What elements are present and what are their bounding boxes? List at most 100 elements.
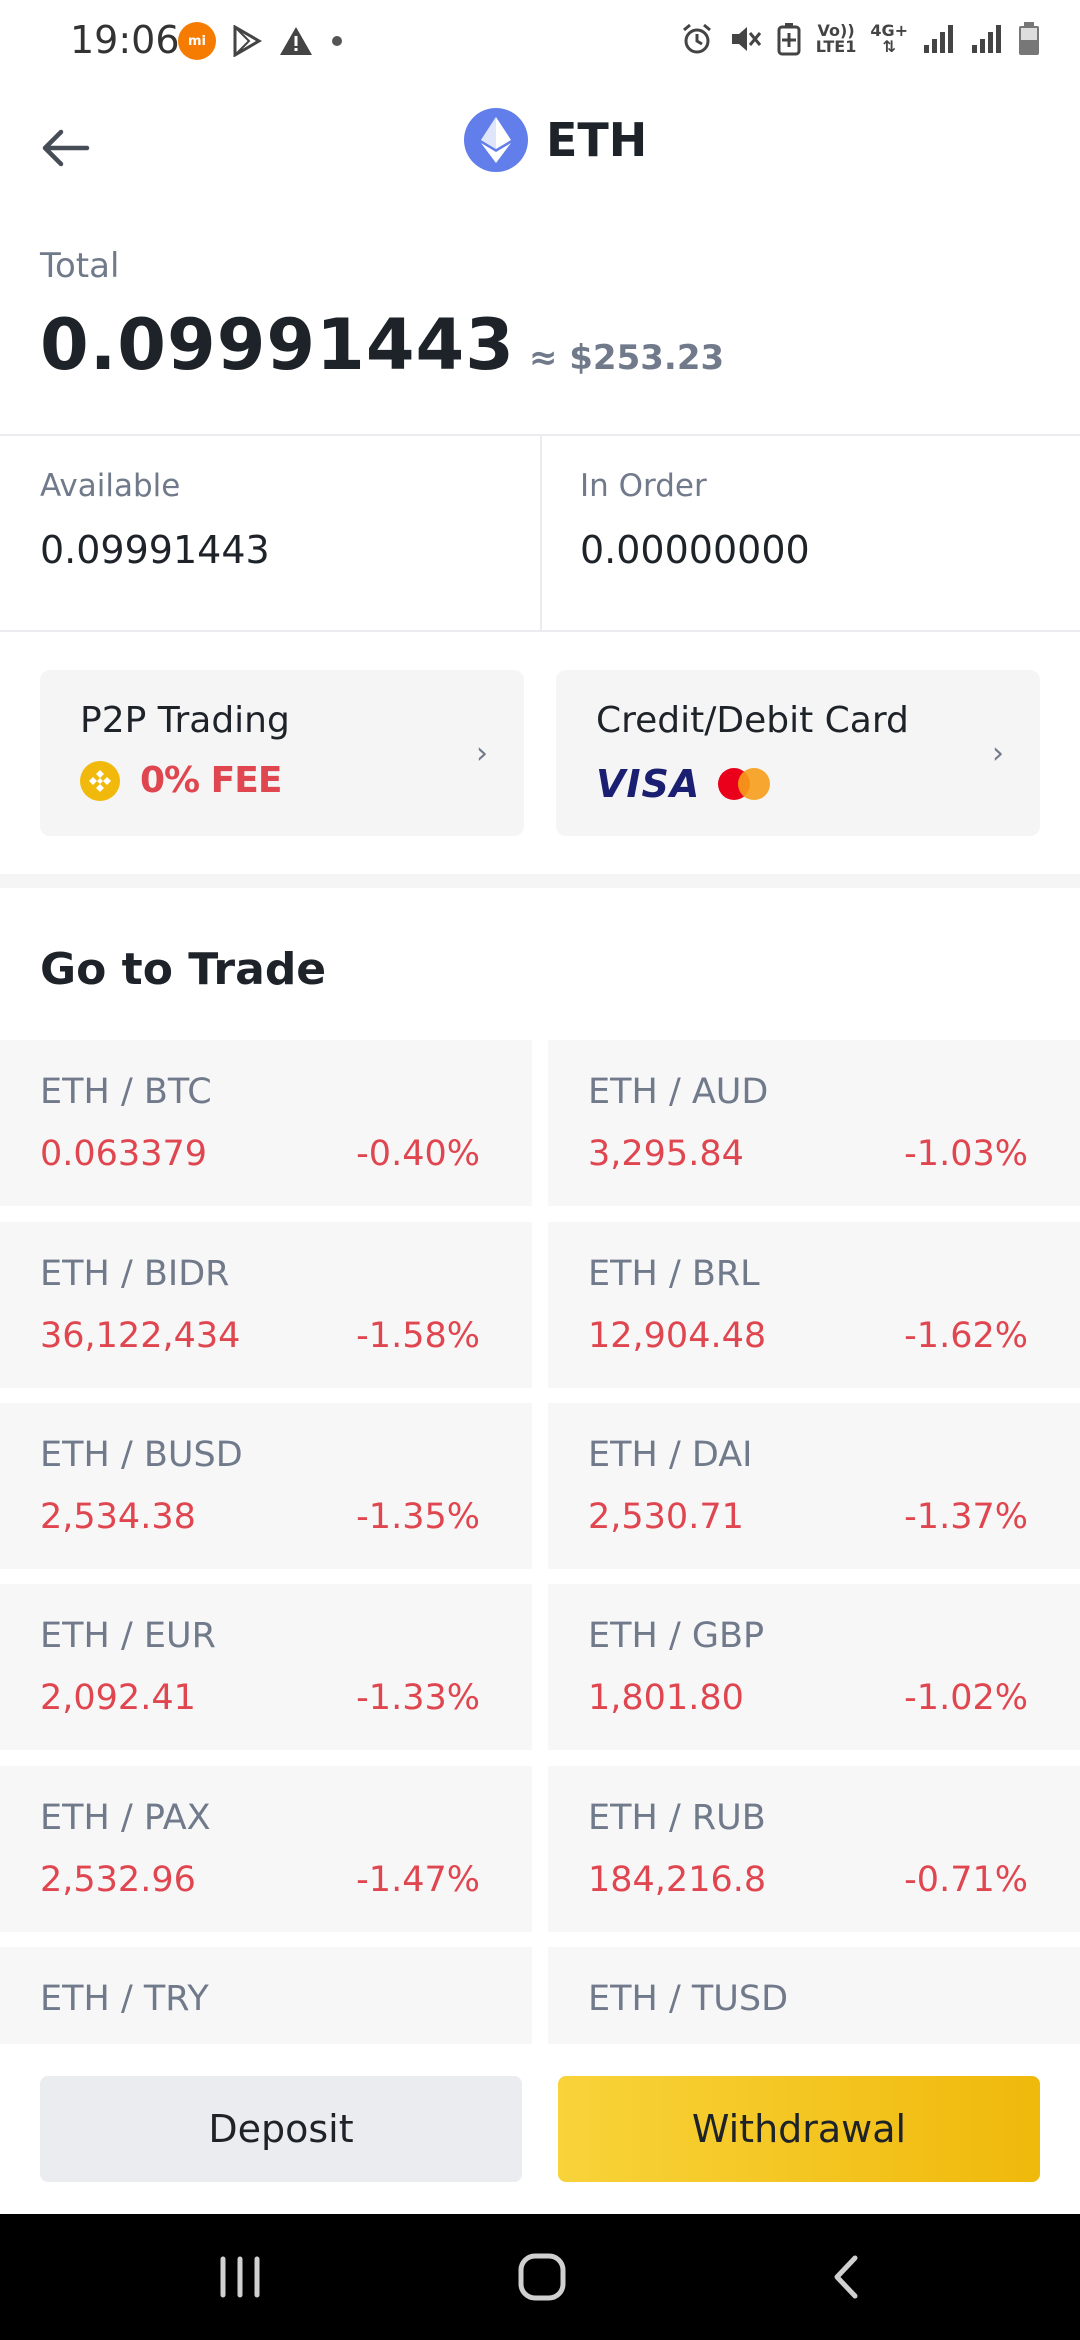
trade-pair-card[interactable]: ETH / BUSD 2,534.38 -1.35% (0, 1403, 532, 1569)
volte-indicator: Vo)) LTE1 (815, 21, 857, 56)
pair-name: ETH / TRY (40, 1979, 209, 2019)
pair-change: -1.37% (904, 1497, 1028, 1537)
pair-change: -1.02% (904, 1678, 1028, 1718)
pair-change: -1.33% (356, 1678, 480, 1718)
in-order-value: 0.00000000 (580, 528, 810, 572)
pair-change: -0.40% (356, 1134, 480, 1174)
back-nav-button[interactable] (796, 2244, 896, 2310)
card-logos: VISA (596, 762, 771, 806)
pair-change: -1.62% (904, 1316, 1028, 1356)
credit-debit-card-title: Credit/Debit Card (596, 700, 909, 741)
status-time: 19:06 (70, 18, 180, 62)
pair-price: 1,801.80 (588, 1678, 744, 1718)
trade-pair-card[interactable]: ETH / EUR 2,092.41 -1.33% (0, 1584, 532, 1750)
page-title: ETH (546, 113, 648, 167)
home-icon (518, 2253, 566, 2301)
trade-pair-card[interactable]: ETH / BTC 0.063379 -0.40% (0, 1040, 532, 1206)
total-label: Total (40, 246, 120, 286)
battery-saver-icon (777, 23, 801, 56)
trade-pair-card[interactable]: ETH / BIDR 36,122,434 -1.58% (0, 1222, 532, 1388)
pair-name: ETH / EUR (40, 1616, 216, 1656)
pair-price: 36,122,434 (40, 1316, 241, 1356)
pair-price: 184,216.8 (588, 1860, 767, 1900)
pair-price: 2,532.96 (40, 1860, 196, 1900)
trade-pair-card[interactable]: ETH / TUSD (548, 1947, 1080, 2044)
home-button[interactable] (492, 2244, 592, 2310)
visa-logo: VISA (596, 762, 701, 806)
divider (0, 630, 1080, 632)
pair-change: -0.71% (904, 1860, 1028, 1900)
battery-icon (1019, 22, 1039, 55)
back-button[interactable] (30, 118, 100, 178)
credit-debit-card-card[interactable]: Credit/Debit Card VISA › (556, 670, 1040, 836)
pair-price: 2,092.41 (40, 1678, 196, 1718)
trade-pair-card[interactable]: ETH / PAX 2,532.96 -1.47% (0, 1766, 532, 1932)
withdrawal-button[interactable]: Withdrawal (558, 2076, 1040, 2182)
pair-name: ETH / AUD (588, 1072, 769, 1112)
status-system-icons: Vo)) LTE1 4G+ ⇅ (680, 22, 1040, 56)
pair-name: ETH / BUSD (40, 1435, 243, 1475)
pair-price: 2,530.71 (588, 1497, 744, 1537)
trade-pair-card[interactable]: ETH / BRL 12,904.48 -1.62% (548, 1222, 1080, 1388)
network-type-indicator: 4G+ ⇅ (870, 21, 908, 56)
trade-pairs-grid[interactable]: ETH / BTC 0.063379 -0.40% ETH / AUD 3,29… (0, 1040, 1080, 2044)
mute-icon (731, 27, 761, 51)
pair-name: ETH / BTC (40, 1072, 212, 1112)
play-store-icon (233, 25, 262, 57)
header-asset: ETH (464, 108, 647, 172)
pair-change: -1.47% (356, 1860, 480, 1900)
recent-apps-button[interactable] (190, 2244, 290, 2310)
alarm-icon (682, 23, 711, 54)
dot-icon (332, 36, 342, 46)
trade-pair-card[interactable]: ETH / GBP 1,801.80 -1.02% (548, 1584, 1080, 1750)
p2p-trading-card[interactable]: P2P Trading 0% FEE › (40, 670, 524, 836)
deposit-button[interactable]: Deposit (40, 2076, 522, 2182)
pair-name: ETH / BIDR (40, 1254, 230, 1294)
available-label: Available (40, 468, 181, 504)
system-nav-bar (0, 2214, 1080, 2340)
signal-icon-2 (972, 25, 1001, 53)
trade-pair-card[interactable]: ETH / RUB 184,216.8 -0.71% (548, 1766, 1080, 1932)
total-balance: 0.09991443 ≈ $253.23 (40, 304, 724, 386)
recent-apps-icon (220, 2256, 260, 2298)
in-order-label: In Order (580, 468, 707, 504)
mi-app-icon: mi (178, 22, 216, 60)
trade-pair-card[interactable]: ETH / DAI 2,530.71 -1.37% (548, 1403, 1080, 1569)
mastercard-logo-icon (718, 768, 771, 800)
pair-name: ETH / GBP (588, 1616, 765, 1656)
total-fiat-value: ≈ $253.23 (528, 338, 725, 378)
trade-pair-card[interactable]: ETH / TRY (0, 1947, 532, 2044)
pair-name: ETH / RUB (588, 1798, 766, 1838)
go-to-trade-heading: Go to Trade (40, 944, 327, 995)
pair-name: ETH / BRL (588, 1254, 760, 1294)
bottom-action-bar: Deposit Withdrawal (0, 2044, 1080, 2214)
status-bar: 19:06 mi Vo)) LTE1 4G+ ⇅ (0, 0, 1080, 84)
ethereum-logo-icon (464, 108, 528, 172)
pair-change: -1.35% (356, 1497, 480, 1537)
divider (540, 436, 542, 630)
pair-name: ETH / PAX (40, 1798, 211, 1838)
section-separator (0, 874, 1080, 888)
chevron-right-icon: › (992, 736, 1004, 771)
pair-price: 3,295.84 (588, 1134, 744, 1174)
pair-price: 12,904.48 (588, 1316, 767, 1356)
chevron-right-icon: › (476, 736, 488, 771)
pair-change: -1.58% (356, 1316, 480, 1356)
warning-icon (280, 27, 312, 55)
pair-price: 2,534.38 (40, 1497, 196, 1537)
total-value: 0.09991443 (40, 304, 515, 386)
p2p-trading-title: P2P Trading (80, 700, 290, 741)
pair-price: 0.063379 (40, 1134, 208, 1174)
header: ETH (0, 100, 1080, 190)
fee-text: 0% FEE (140, 760, 282, 801)
pair-name: ETH / TUSD (588, 1979, 789, 2019)
available-value: 0.09991443 (40, 528, 270, 572)
trade-pair-card[interactable]: ETH / AUD 3,295.84 -1.03% (548, 1040, 1080, 1206)
back-arrow-icon (42, 129, 90, 167)
fee-badge: 0% FEE (80, 760, 282, 801)
status-notification-icons: mi (178, 22, 344, 60)
signal-icon-1 (924, 25, 953, 53)
bnb-icon (80, 760, 120, 801)
pair-name: ETH / DAI (588, 1435, 753, 1475)
pair-change: -1.03% (904, 1134, 1028, 1174)
